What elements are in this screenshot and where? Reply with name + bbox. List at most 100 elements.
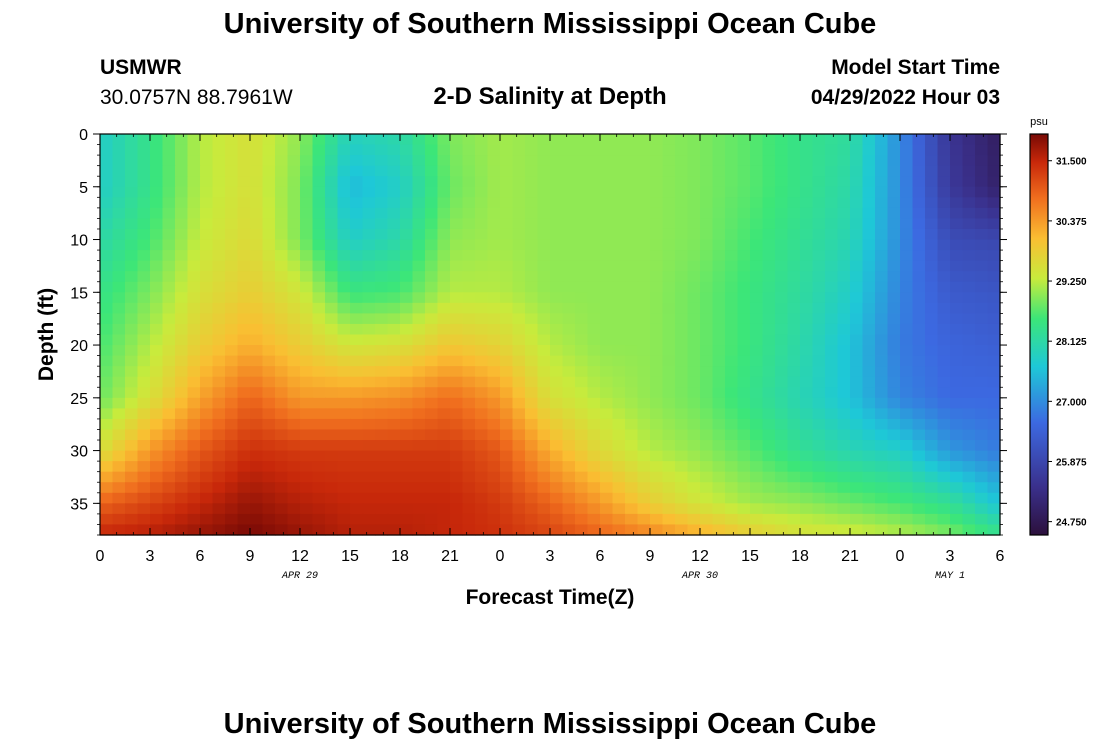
heatmap-cell: [712, 165, 726, 177]
heatmap-cell: [725, 513, 739, 526]
heatmap-cell: [612, 482, 626, 494]
heatmap-cell: [475, 366, 489, 378]
heatmap-cell: [100, 387, 114, 399]
heatmap-cell: [250, 176, 264, 188]
heatmap-cell: [150, 429, 164, 441]
heatmap-cell: [925, 418, 939, 431]
heatmap-cell: [425, 218, 439, 230]
heatmap-cell: [912, 250, 926, 262]
heatmap-cell: [475, 239, 489, 251]
heatmap-cell: [725, 482, 739, 494]
heatmap-cell: [875, 513, 889, 526]
heatmap-cell: [287, 397, 301, 409]
heatmap-cell: [412, 176, 426, 188]
heatmap-cell: [375, 408, 389, 420]
heatmap-cell: [812, 260, 826, 272]
heatmap-cell: [100, 376, 114, 388]
heatmap-cell: [562, 345, 576, 357]
heatmap-cell: [912, 397, 926, 409]
heatmap-cell: [587, 218, 601, 230]
heatmap-cell: [875, 345, 889, 357]
heatmap-cell: [487, 461, 501, 473]
heatmap-cell: [462, 176, 476, 188]
heatmap-cell: [637, 440, 651, 452]
heatmap-cell: [925, 440, 939, 452]
heatmap-cell: [962, 482, 976, 494]
heatmap-cell: [350, 292, 364, 304]
heatmap-cell: [200, 355, 214, 367]
heatmap-cell: [237, 323, 251, 336]
heatmap-cell: [500, 492, 514, 504]
heatmap-cell: [162, 503, 176, 515]
heatmap-cell: [462, 524, 476, 536]
heatmap-cell: [287, 503, 301, 515]
heatmap-cell: [487, 323, 501, 336]
heatmap-cell: [725, 165, 739, 177]
heatmap-cell: [112, 176, 126, 188]
heatmap-cell: [775, 313, 789, 325]
heatmap-cell: [112, 471, 126, 483]
x-tick-label: 18: [391, 548, 409, 565]
heatmap-cell: [237, 513, 251, 526]
heatmap-cell: [700, 134, 714, 146]
heatmap-cell: [825, 281, 839, 293]
heatmap-cell: [837, 228, 851, 241]
heatmap-cell: [262, 313, 276, 325]
heatmap-cell: [925, 471, 939, 483]
heatmap-cell: [825, 408, 839, 420]
heatmap-cell: [812, 155, 826, 167]
heatmap-cell: [175, 513, 189, 526]
heatmap-cell: [150, 176, 164, 188]
heatmap-cell: [400, 165, 414, 177]
heatmap-cell: [675, 250, 689, 262]
heatmap-cell: [762, 355, 776, 367]
heatmap-cell: [462, 440, 476, 452]
heatmap-cell: [162, 334, 176, 346]
heatmap-cell: [837, 313, 851, 325]
heatmap-cell: [137, 260, 151, 272]
heatmap-cell: [287, 450, 301, 462]
heatmap-cell: [775, 503, 789, 515]
heatmap-cell: [150, 482, 164, 494]
heatmap-cell: [437, 323, 451, 336]
heatmap-cell: [550, 271, 564, 283]
heatmap-cell: [587, 366, 601, 378]
heatmap-cell: [525, 366, 539, 378]
heatmap-cell: [925, 144, 939, 156]
heatmap-cell: [350, 165, 364, 177]
heatmap-cell: [400, 450, 414, 462]
heatmap-cell: [825, 228, 839, 241]
heatmap-cell: [275, 292, 289, 304]
heatmap-cell: [237, 471, 251, 483]
heatmap-cell: [950, 144, 964, 156]
heatmap-cell: [275, 345, 289, 357]
heatmap-cell: [225, 218, 239, 230]
heatmap-cell: [687, 503, 701, 515]
heatmap-cell: [387, 440, 401, 452]
heatmap-cell: [375, 292, 389, 304]
heatmap-cell: [512, 155, 526, 167]
heatmap-cell: [150, 334, 164, 346]
heatmap-cell: [350, 345, 364, 357]
heatmap-cell: [762, 503, 776, 515]
heatmap-cell: [387, 302, 401, 314]
heatmap-cell: [775, 397, 789, 409]
heatmap-cell: [762, 207, 776, 220]
heatmap-cell: [225, 461, 239, 473]
heatmap-cell: [512, 250, 526, 262]
heatmap-cell: [587, 134, 601, 146]
heatmap-cell: [287, 134, 301, 146]
heatmap-cell: [187, 302, 201, 314]
heatmap-cell: [100, 176, 114, 188]
heatmap-cell: [462, 513, 476, 526]
heatmap-cell: [337, 503, 351, 515]
heatmap-cell: [112, 302, 126, 314]
heatmap-cell: [550, 345, 564, 357]
heatmap-cell: [812, 503, 826, 515]
x-axis-label: Forecast Time(Z): [466, 586, 635, 609]
heatmap-cell: [662, 228, 676, 241]
heatmap-cell: [187, 397, 201, 409]
heatmap-cell: [675, 218, 689, 230]
heatmap-cell: [600, 492, 614, 504]
heatmap-cell: [262, 345, 276, 357]
